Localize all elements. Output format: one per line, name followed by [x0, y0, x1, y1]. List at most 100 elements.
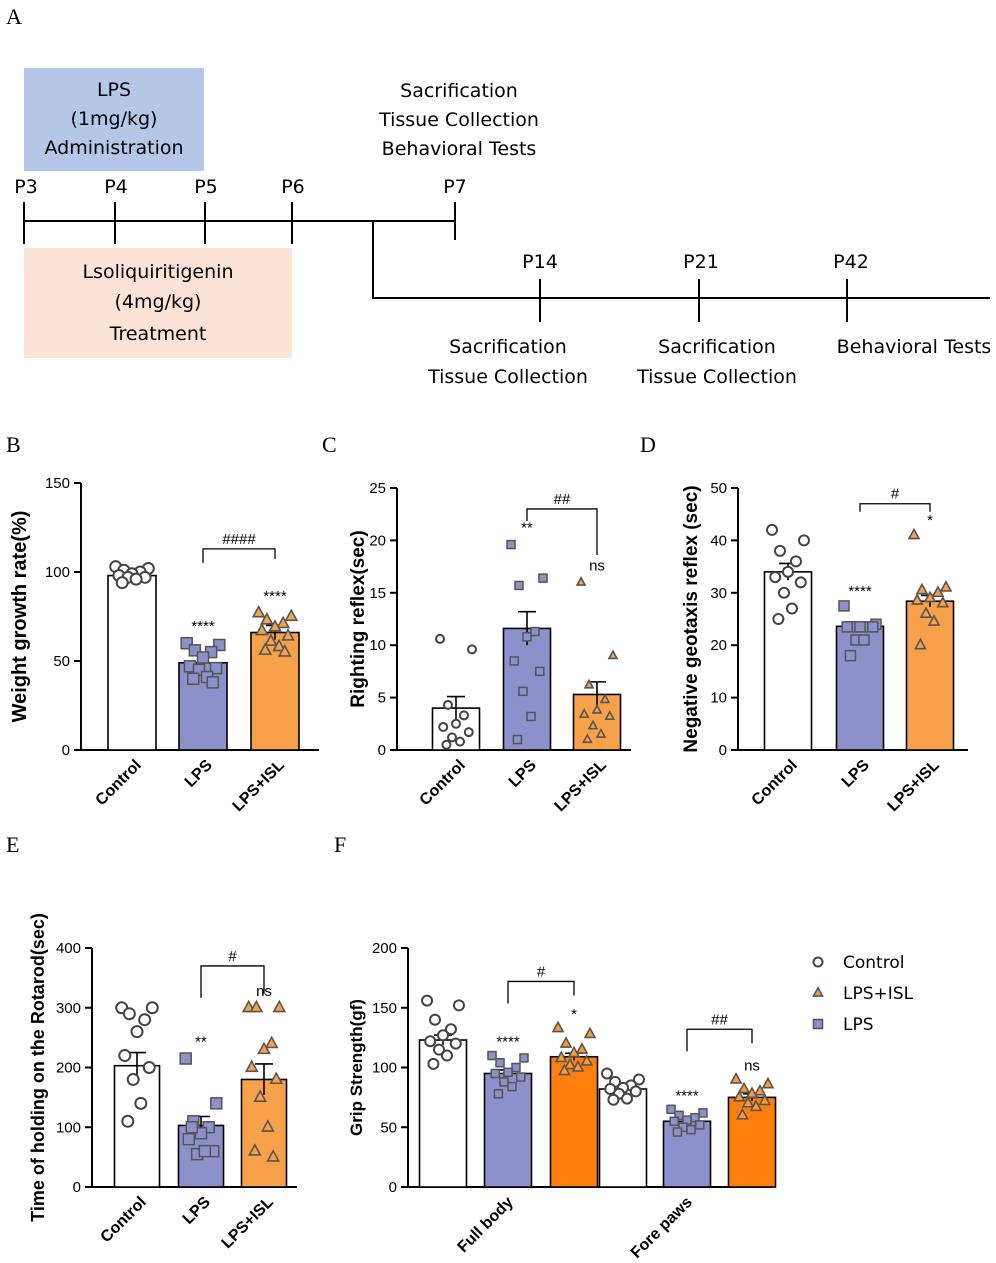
p14-event-1: Sacrification [449, 336, 567, 358]
data-point [284, 608, 299, 622]
data-point [266, 1149, 281, 1162]
data-point [923, 590, 937, 603]
data-point [454, 736, 465, 747]
data-point [511, 1062, 521, 1073]
data-point [126, 1072, 140, 1086]
p7-event-2: Tissue Collection [378, 109, 539, 131]
data-point [206, 676, 220, 689]
data-point [277, 644, 292, 657]
label-p21: P21 [683, 251, 719, 273]
data-point [782, 565, 794, 578]
data-point [772, 613, 785, 625]
data-point [507, 1081, 517, 1092]
data-point [122, 1007, 136, 1021]
y-tick-label: 200 [372, 940, 397, 957]
legend-label: Control [843, 953, 904, 973]
data-point [583, 678, 595, 689]
data-point [571, 1060, 585, 1072]
comparison-bracket [202, 548, 276, 563]
y-tick-label: 200 [56, 1060, 81, 1077]
data-point [907, 527, 921, 540]
data-point [185, 1121, 199, 1134]
data-point [264, 1035, 279, 1049]
data-point [794, 576, 807, 589]
data-point [587, 719, 599, 730]
data-point [854, 621, 866, 633]
data-point [129, 572, 143, 586]
y-tick-label: 150 [372, 1000, 397, 1017]
comparison-bracket [686, 1028, 753, 1052]
y-tick-label: 50 [53, 653, 70, 670]
x-category-label: LPS+ISL [552, 757, 610, 815]
data-point [509, 656, 519, 666]
data-point [443, 699, 454, 710]
data-point [580, 1054, 594, 1066]
p7-event-1: Sacrification [400, 80, 518, 102]
significance-label: ns [744, 1057, 760, 1074]
data-point [563, 1057, 577, 1070]
data-point [269, 1071, 284, 1085]
significance-label: * [571, 1006, 577, 1023]
panel-letter-f: F [334, 832, 346, 857]
data-point [844, 649, 857, 662]
chart-d-negative-geotaxis: 0 10 20 30 40 50 Negative geotaxis reflex (sec… [681, 480, 968, 815]
data-point [427, 1057, 440, 1070]
data-point [441, 739, 452, 750]
data-point [939, 580, 953, 592]
data-point [838, 600, 850, 612]
x-category-label: LPS [182, 757, 216, 791]
data-point [736, 1107, 749, 1120]
significance-label: **** [496, 1034, 520, 1051]
data-point [466, 644, 477, 655]
p42-event-1: Behavioral Tests [837, 336, 992, 358]
x-category-label: LPS+ISL [230, 757, 288, 815]
data-point [499, 1077, 509, 1087]
data-point [607, 1093, 620, 1106]
data-point [449, 1037, 462, 1050]
data-point [599, 693, 611, 704]
data-point [551, 1020, 565, 1033]
p7-event-3: Behavioral Tests [382, 138, 537, 160]
x-category-label: Full body [455, 1194, 517, 1256]
data-point [493, 1089, 504, 1099]
data-point [179, 1052, 192, 1065]
legend-marker [812, 1018, 824, 1030]
data-point [672, 1127, 683, 1137]
lps-box-line-3: Administration [44, 137, 183, 159]
data-point [188, 644, 202, 657]
bracket-label: # [228, 948, 237, 965]
data-point [134, 1096, 148, 1110]
y-tick-label: 20 [369, 532, 386, 549]
data-point [253, 1089, 268, 1102]
y-axis-title: Grip Strength(gf) [347, 999, 366, 1136]
x-category-label: Fore paws [628, 1194, 696, 1262]
x-category-label: Control [93, 757, 145, 809]
significance-label: **** [848, 583, 872, 600]
panel-letter-e: E [6, 832, 19, 857]
data-point [620, 1092, 633, 1105]
data-point [182, 1132, 196, 1146]
y-tick-label: 0 [378, 742, 386, 759]
data-point [741, 1095, 755, 1108]
label-p6: P6 [281, 176, 305, 198]
data-point [210, 1097, 223, 1110]
y-tick-label: 50 [710, 480, 727, 497]
data-point [180, 636, 193, 650]
data-point [729, 1072, 743, 1084]
data-point [264, 633, 278, 647]
data-point [753, 1083, 767, 1096]
data-point [458, 710, 469, 721]
data-point [281, 628, 295, 641]
bar [727, 1096, 777, 1188]
y-tick-label: 5 [378, 690, 386, 707]
bracket-label: ## [711, 1011, 728, 1028]
data-point [915, 582, 929, 595]
significance-label: * [927, 512, 933, 529]
bar [763, 571, 813, 751]
data-point [919, 606, 933, 619]
data-point [914, 637, 927, 650]
lps-box-line-2: (1mg/kg) [71, 108, 158, 130]
data-point [487, 1050, 497, 1061]
data-point [268, 619, 282, 632]
data-point [538, 573, 548, 583]
